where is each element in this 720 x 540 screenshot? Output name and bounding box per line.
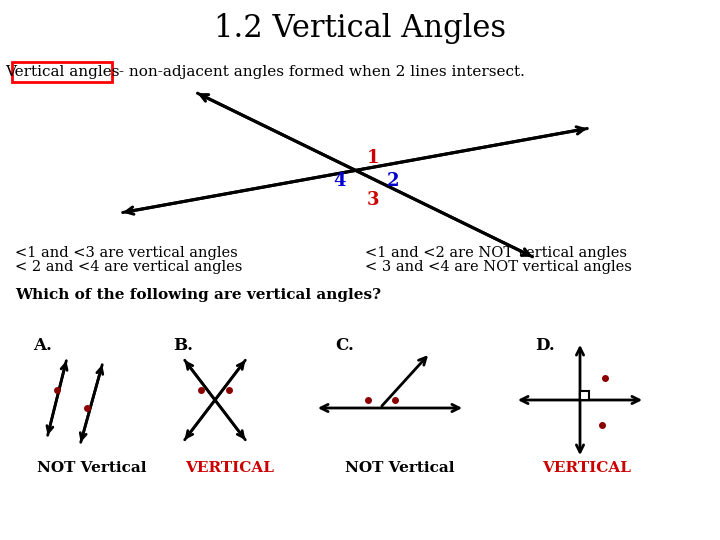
Text: A.: A. <box>33 336 52 354</box>
Text: Which of the following are vertical angles?: Which of the following are vertical angl… <box>15 288 381 302</box>
Text: < 2 and <4 are vertical angles: < 2 and <4 are vertical angles <box>15 260 243 274</box>
Bar <box>12 62 112 82</box>
Text: 3: 3 <box>366 191 379 209</box>
Text: D.: D. <box>535 336 554 354</box>
Text: Vertical angles: Vertical angles <box>5 65 120 79</box>
Text: B.: B. <box>173 336 193 354</box>
Text: 4: 4 <box>334 172 346 190</box>
Text: 2: 2 <box>387 172 400 190</box>
Text: <1 and <3 are vertical angles: <1 and <3 are vertical angles <box>15 246 238 260</box>
Text: <1 and <2 are NOT vertical angles: <1 and <2 are NOT vertical angles <box>365 246 627 260</box>
Text: C.: C. <box>335 336 354 354</box>
Text: VERTICAL: VERTICAL <box>185 461 274 475</box>
Text: NOT Vertical: NOT Vertical <box>345 461 454 475</box>
Text: 1.2 Vertical Angles: 1.2 Vertical Angles <box>214 12 506 44</box>
Text: VERTICAL: VERTICAL <box>542 461 631 475</box>
Text: - non-adjacent angles formed when 2 lines intersect.: - non-adjacent angles formed when 2 line… <box>114 65 525 79</box>
Text: 1: 1 <box>366 149 379 167</box>
Bar <box>580 391 589 400</box>
Text: NOT Vertical: NOT Vertical <box>37 461 146 475</box>
Text: < 3 and <4 are NOT vertical angles: < 3 and <4 are NOT vertical angles <box>365 260 632 274</box>
